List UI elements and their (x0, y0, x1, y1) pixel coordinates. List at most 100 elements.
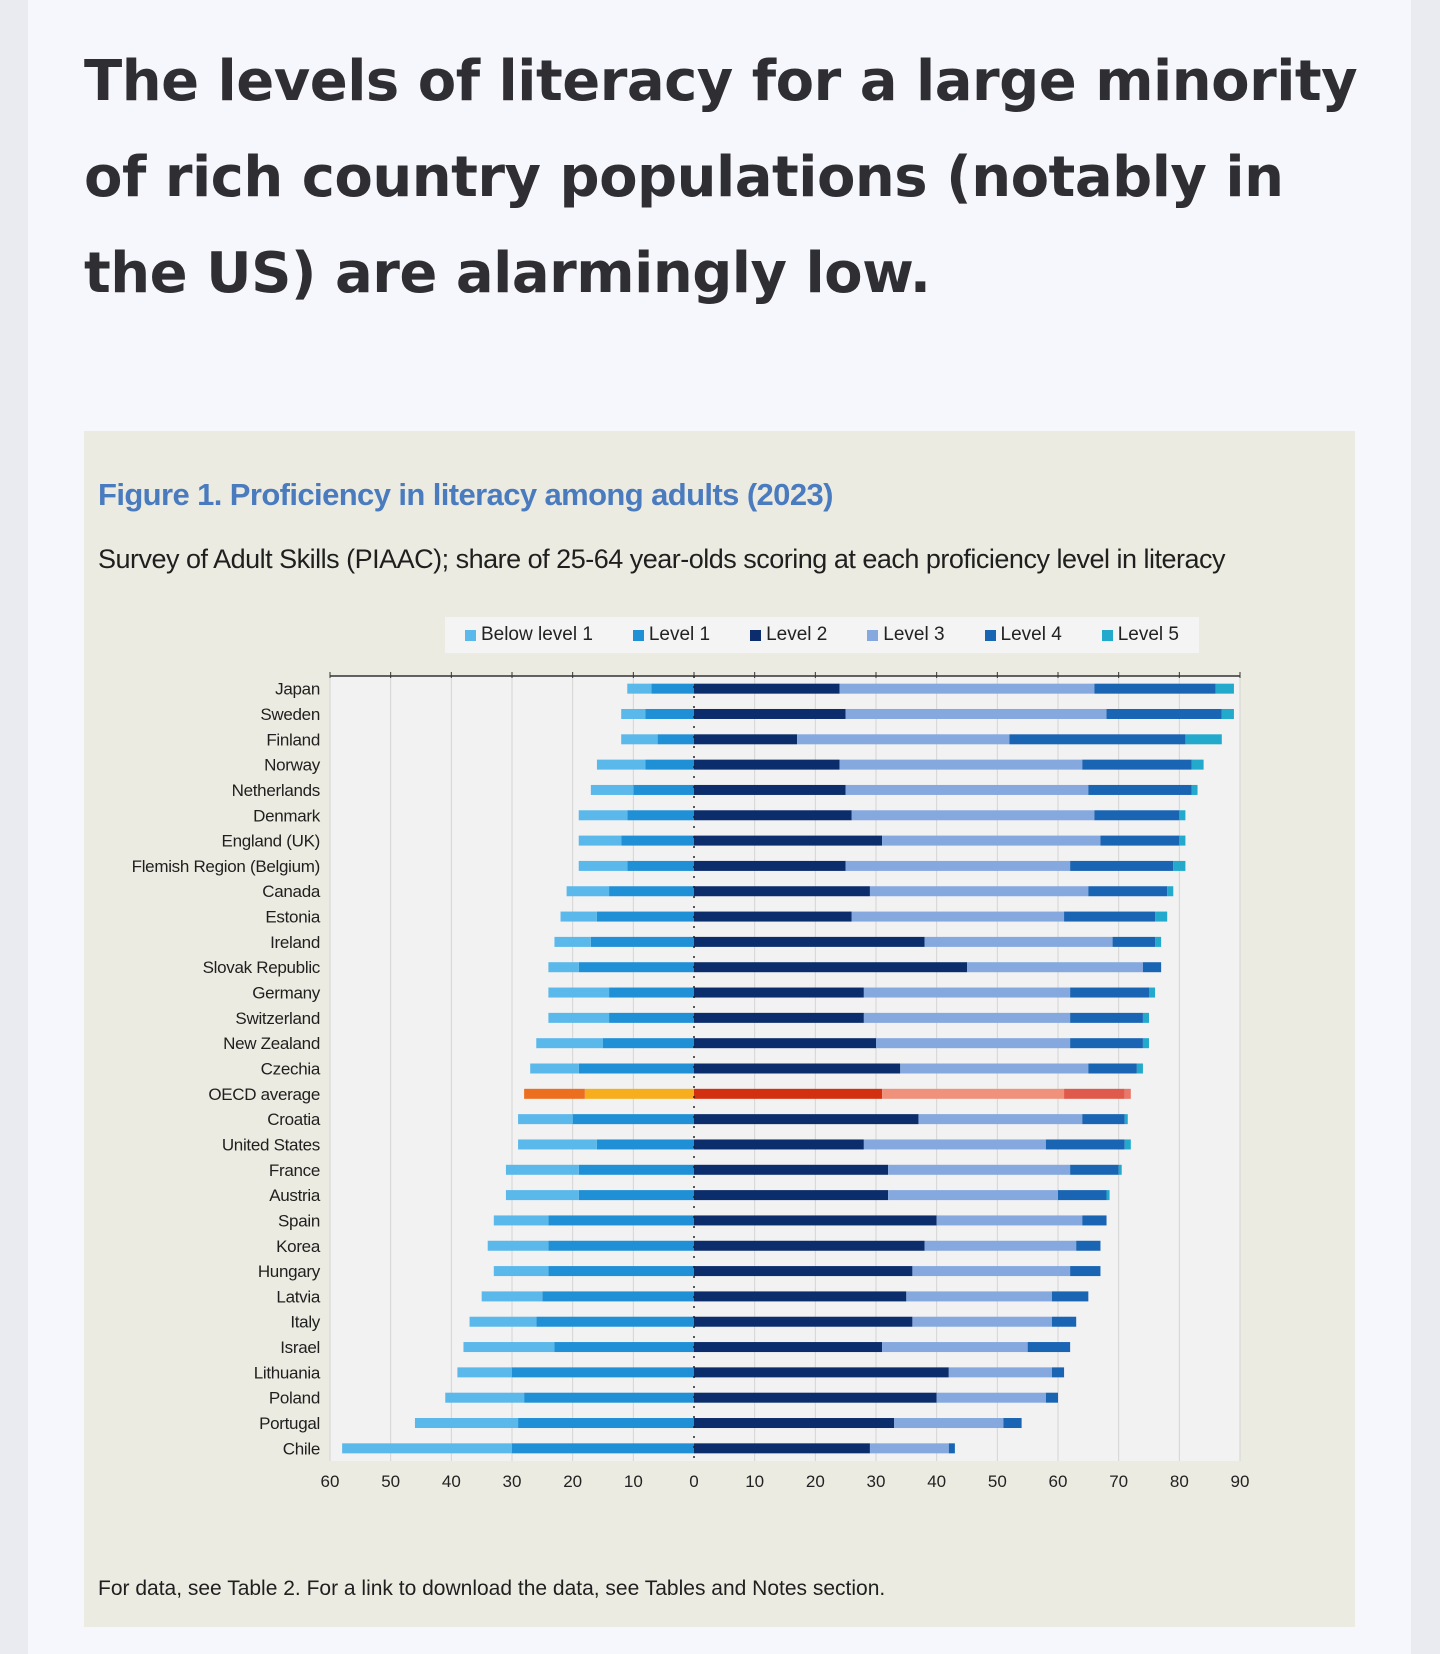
bar-segment-level-2 (694, 784, 846, 795)
bar-segment-below-level-1 (493, 1215, 549, 1226)
bar-segment-level-5 (1167, 886, 1174, 897)
x-tick-label: 30 (503, 1472, 522, 1491)
bar-segment-level-3 (912, 1266, 1071, 1277)
bar-segment-level-4 (948, 1443, 955, 1454)
bar-segment-level-3 (863, 987, 1071, 998)
bar-segment-level-4 (1070, 860, 1174, 871)
bar-segment-level-1 (645, 759, 694, 770)
category-label: Slovak Republic (203, 958, 321, 977)
bar-segment-below-level-1 (536, 1038, 603, 1049)
bar-segment-below-level-1 (578, 860, 628, 871)
bar-segment-level-1 (548, 1240, 694, 1251)
bar-segment-level-2 (694, 1139, 864, 1150)
bar-segment-level-2 (694, 1418, 895, 1429)
bar-segment-level-3 (851, 810, 1095, 821)
bar-segment-level-5 (1173, 860, 1186, 871)
bar-segment-level-4 (1058, 1190, 1107, 1201)
bar-segment-level-4 (1088, 1063, 1137, 1074)
bar-segment-level-5 (1191, 759, 1204, 770)
bar-segment-level-2 (694, 734, 798, 745)
category-label: Chile (283, 1439, 320, 1458)
bar-segment-level-5 (1215, 683, 1234, 694)
bar-segment-level-2 (694, 1392, 937, 1403)
legend-item-level-3: Level 3 (867, 624, 945, 646)
bar-segment-level-2 (694, 911, 852, 922)
bar-segment-level-2 (694, 886, 870, 897)
bar-segment-below-level-1 (621, 708, 646, 719)
bar-segment-level-4 (1051, 1291, 1089, 1302)
bar-segment-level-5 (1136, 1063, 1143, 1074)
bar-segment-level-5 (1124, 1114, 1128, 1125)
bar-segment-level-2 (694, 1088, 883, 1099)
category-label: Canada (262, 882, 321, 901)
bar-segment-below-level-1 (578, 810, 628, 821)
bar-segment-below-level-1 (596, 759, 646, 770)
bar-segment-level-1 (578, 1063, 694, 1074)
bar-segment-level-2 (694, 708, 846, 719)
legend-swatch-level-1 (632, 629, 644, 641)
bar-segment-level-3 (906, 1291, 1052, 1302)
category-label: England (UK) (222, 832, 320, 851)
bar-segment-below-level-1 (548, 1012, 610, 1023)
bar-segment-below-level-1 (590, 784, 634, 795)
bar-segment-level-1 (603, 1038, 694, 1049)
bar-segment-level-2 (694, 1266, 913, 1277)
article-headline: The levels of literacy for a large minor… (84, 49, 1358, 306)
category-label: Spain (278, 1211, 320, 1230)
bar-segment-level-5 (1124, 1088, 1131, 1099)
legend-item-level-1: Level 1 (632, 624, 710, 646)
category-label: New Zealand (223, 1034, 320, 1053)
bar-segment-level-3 (900, 1063, 1089, 1074)
bar-segment-level-3 (888, 1164, 1071, 1175)
bar-segment-level-1 (609, 886, 694, 897)
category-label: Austria (269, 1186, 321, 1205)
bar-segment-below-level-1 (627, 683, 652, 694)
x-tick-label: 20 (806, 1472, 825, 1491)
bar-segment-level-1 (554, 1342, 694, 1353)
bar-segment-level-5 (1142, 1012, 1149, 1023)
bar-segment-level-2 (694, 1114, 919, 1125)
bar-segment-level-2 (694, 1342, 883, 1353)
bar-segment-level-1 (512, 1443, 694, 1454)
legend-swatch-level-5 (1101, 629, 1113, 641)
bar-segment-level-1 (578, 1190, 694, 1201)
bar-segment-level-4 (1070, 1038, 1143, 1049)
bar-segment-level-3 (876, 1038, 1071, 1049)
figure-source-note: For data, see Table 2. For a link to dow… (98, 1577, 886, 1600)
category-label: Sweden (260, 705, 320, 724)
bar-segment-level-4 (1027, 1342, 1071, 1353)
bar-segment-level-5 (1155, 911, 1168, 922)
chart-legend: Below level 1 Level 1 Level 2 Level 3 Le… (445, 617, 1199, 653)
bar-segment-below-level-1 (481, 1291, 543, 1302)
bar-segment-level-4 (1088, 784, 1192, 795)
x-tick-label: 0 (689, 1472, 698, 1491)
category-label: Norway (264, 756, 321, 775)
bar-segment-below-level-1 (457, 1367, 512, 1378)
literacy-bar-chart: 60 50 40 30 20 10 0 10 20 30 40 50 60 70 80 90 Japan Swed… (132, 672, 1249, 1491)
bar-segment-below-level-1 (524, 1088, 585, 1099)
bar-segment-level-5 (1142, 1038, 1149, 1049)
legend-item-level-4: Level 4 (984, 624, 1062, 646)
legend-label: Level 2 (766, 624, 828, 645)
bar-segment-level-1 (657, 734, 694, 745)
legend-swatch-level-3 (867, 629, 879, 641)
bar-segment-below-level-1 (578, 835, 622, 846)
category-label: Germany (252, 984, 321, 1003)
legend-label: Below level 1 (480, 624, 593, 645)
category-label: Switzerland (235, 1009, 320, 1028)
bar-segment-level-1 (621, 835, 694, 846)
bar-segment-level-2 (694, 835, 883, 846)
bar-segment-level-4 (1064, 911, 1156, 922)
bar-segment-level-1 (609, 1012, 694, 1023)
bar-segment-below-level-1 (445, 1392, 525, 1403)
bar-segment-level-3 (851, 911, 1065, 922)
bar-segment-level-4 (1051, 1316, 1077, 1327)
bar-segment-level-4 (1070, 1266, 1101, 1277)
bar-segment-level-3 (888, 1190, 1058, 1201)
x-tick-label: 60 (321, 1472, 340, 1491)
bar-segment-level-2 (694, 1240, 925, 1251)
bar-segment-level-1 (518, 1418, 694, 1429)
bar-segment-level-4 (1051, 1367, 1065, 1378)
bar-segment-level-2 (694, 987, 864, 998)
category-label: Czechia (261, 1060, 321, 1079)
